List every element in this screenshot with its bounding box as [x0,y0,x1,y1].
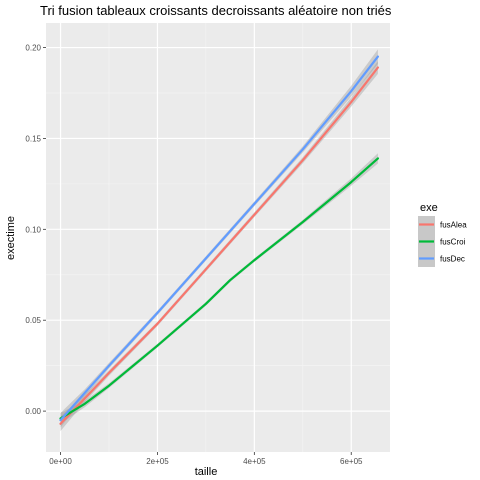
y-tick-label: 0.00 [25,407,41,416]
grid-minor [46,23,390,452]
line-fusDec [59,55,379,422]
series-lines [59,55,379,425]
y-axis-title: exectime [5,216,17,260]
line-fusCroi [59,157,379,420]
x-axis-title: taille [195,466,218,478]
y-tick-label: 0.10 [25,225,41,234]
legend-label-fusDec: fusDec [440,255,465,264]
chart-title: Tri fusion tableaux croissants decroissa… [40,3,392,18]
band-fusCroi [60,153,378,424]
legend-label-fusAlea: fusAlea [440,221,467,230]
x-tick-label: 6e+05 [340,457,363,466]
y-axis: 0.00 0.05 0.10 0.15 0.20 [25,44,46,416]
x-axis: 0e+00 2e+05 4e+05 6e+05 [49,452,363,466]
plot-panel [46,23,390,452]
grid-major [46,23,390,452]
x-tick-label: 0e+00 [49,457,72,466]
legend-label-fusCroi: fusCroi [440,238,466,247]
y-tick-label: 0.05 [25,316,41,325]
legend-title: exe [420,202,438,214]
y-tick-label: 0.15 [25,134,41,143]
x-tick-label: 4e+05 [243,457,266,466]
line-fusAlea [59,66,379,425]
x-tick-label: 2e+05 [146,457,169,466]
y-tick-label: 0.20 [25,44,41,53]
legend: exe fusAlea fusCroi fusDec [418,202,467,267]
